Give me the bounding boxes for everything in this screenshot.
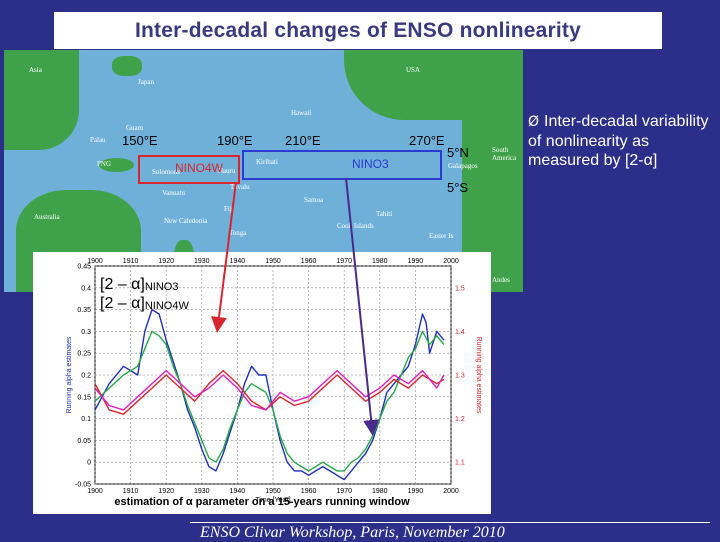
chart-caption: estimation of α parameter on a 15-years … bbox=[114, 496, 410, 508]
map-label: Easter Is bbox=[429, 232, 454, 240]
page-title: Inter-decadal changes of ENSO nonlineari… bbox=[135, 19, 581, 42]
map-label: South America bbox=[492, 146, 517, 162]
x-tick-label: 1990 bbox=[408, 488, 424, 495]
map-label: Asia bbox=[29, 66, 42, 74]
y-left-tick-label: 0.35 bbox=[77, 307, 91, 314]
map-label: Kiribati bbox=[256, 158, 278, 166]
alpha-timeseries-chart: 1900 1900 1910 1910 1920 1920 1930 1930 1940 1940… bbox=[33, 252, 491, 514]
x-tick-label-top: 1980 bbox=[372, 258, 388, 265]
y-left-tick-label: -0.05 bbox=[75, 482, 91, 489]
bullet-point: Ø Inter-decadal variability of nonlineari… bbox=[528, 112, 718, 170]
map-label: Palau bbox=[90, 136, 106, 144]
map-label: Tonga bbox=[229, 229, 247, 237]
y-left-tick-label: 0.15 bbox=[77, 394, 91, 401]
footer-text: ENSO Clivar Workshop, Paris, November 20… bbox=[200, 524, 505, 541]
map-label: Tahiti bbox=[376, 210, 393, 218]
america-landmass bbox=[344, 50, 523, 120]
y-right-tick-label: 1.1 bbox=[455, 460, 465, 467]
longitude-label-270e: 270°E bbox=[409, 133, 445, 148]
map-label: Vanuatu bbox=[162, 189, 185, 197]
footer-rule bbox=[190, 522, 710, 523]
x-tick-label-top: 1970 bbox=[336, 258, 352, 265]
asia-landmass bbox=[4, 50, 79, 150]
y-left-tick-label: 0.25 bbox=[77, 351, 91, 358]
y-right-tick-label: 1.5 bbox=[455, 285, 465, 292]
x-tick-label: 1940 bbox=[230, 488, 246, 495]
map-label: Fiji bbox=[224, 205, 234, 213]
series-line-blue bbox=[94, 308, 445, 481]
x-tick-label-top: 1940 bbox=[230, 258, 246, 265]
bullet-text: Inter-decadal variability of nonlinearit… bbox=[528, 113, 709, 169]
map-label: Andes bbox=[492, 276, 510, 284]
nino3-region-box bbox=[242, 150, 442, 180]
x-tick-label-top: 1900 bbox=[87, 258, 103, 265]
x-tick-label: 1930 bbox=[194, 488, 210, 495]
legend-nino4w-sub: NINO4W bbox=[144, 300, 189, 312]
x-tick-label: 1920 bbox=[158, 488, 174, 495]
y-left-tick-label: 0 bbox=[87, 460, 91, 467]
title-banner: Inter-decadal changes of ENSO nonlineari… bbox=[54, 12, 662, 49]
x-tick-label-top: 2000 bbox=[443, 258, 459, 265]
y-left-tick-label: 0.05 bbox=[77, 438, 91, 445]
y-right-axis-label: Running alpha estimates bbox=[475, 336, 482, 414]
y-left-tick-label: 0.1 bbox=[81, 416, 91, 423]
map-label: Japan bbox=[138, 78, 154, 86]
alpha-chart-svg: 1900 1900 1910 1910 1920 1920 1930 1930 1940 1940… bbox=[66, 258, 482, 504]
latitude-label-5n: 5°N bbox=[447, 145, 469, 160]
legend-nino3-sub: NINO3 bbox=[144, 281, 179, 293]
y-left-tick-label: 0.45 bbox=[77, 264, 91, 271]
nino3-region-label: NINO3 bbox=[352, 157, 389, 171]
x-tick-label-top: 1920 bbox=[158, 258, 174, 265]
map-label: Galapagos bbox=[448, 162, 478, 170]
y-right-tick-label: 1.4 bbox=[455, 329, 465, 336]
nino4w-region-label: NINO4W bbox=[175, 161, 223, 175]
x-tick-label: 1910 bbox=[123, 488, 139, 495]
map-label: Hawaii bbox=[291, 109, 312, 117]
series-line-magenta bbox=[94, 369, 445, 411]
map-label: New Caledonia bbox=[164, 217, 208, 225]
map-label: Samoa bbox=[304, 196, 324, 204]
y-left-tick-label: 0.4 bbox=[81, 285, 91, 292]
x-tick-label: 1970 bbox=[336, 488, 352, 495]
x-tick-label: 2000 bbox=[443, 488, 459, 495]
arrow-bullet-icon: Ø bbox=[528, 114, 540, 130]
map-label: PNG bbox=[97, 160, 112, 168]
x-tick-label-top: 1990 bbox=[408, 258, 424, 265]
x-tick-label: 1900 bbox=[87, 488, 103, 495]
x-tick-label-top: 1950 bbox=[265, 258, 281, 265]
series-line-red bbox=[94, 369, 445, 415]
series-line-green bbox=[94, 330, 445, 472]
y-left-tick-label: 0.2 bbox=[81, 373, 91, 380]
x-tick-label: 1980 bbox=[372, 488, 388, 495]
map-label: Australia bbox=[34, 213, 60, 221]
legend-nino3: [2 – α]NINO3 bbox=[100, 276, 178, 294]
map-label: USA bbox=[406, 66, 421, 74]
map-label: Guam bbox=[126, 124, 144, 132]
pacific-map: Asia Japan USA Hawaii Guam Palau PNG Sol… bbox=[4, 50, 523, 292]
y-right-tick-label: 1.3 bbox=[455, 373, 465, 380]
latitude-label-5s: 5°S bbox=[447, 180, 469, 195]
map-label: Tuvalu bbox=[230, 183, 250, 191]
png-landmass bbox=[99, 158, 134, 172]
x-tick-label-top: 1930 bbox=[194, 258, 210, 265]
x-axis-label: Time [Year] bbox=[255, 497, 290, 504]
longitude-label-190e: 190°E bbox=[217, 133, 253, 148]
map-label: Nauru bbox=[218, 167, 236, 175]
y-right-tick-label: 1.2 bbox=[455, 416, 465, 423]
map-label: Cook Islands bbox=[337, 222, 374, 230]
map-label: Solomons bbox=[152, 168, 181, 176]
legend-nino4w-main: [2 – α] bbox=[100, 295, 145, 312]
x-tick-label: 1960 bbox=[301, 488, 317, 495]
y-left-tick-label: 0.3 bbox=[81, 329, 91, 336]
longitude-label-150e: 150°E bbox=[122, 133, 158, 148]
x-tick-label: 1950 bbox=[265, 488, 281, 495]
legend-nino3-main: [2 – α] bbox=[100, 276, 145, 293]
nino4w-region-box bbox=[138, 155, 240, 184]
japan-landmass bbox=[112, 56, 142, 76]
x-tick-label-top: 1910 bbox=[123, 258, 139, 265]
longitude-label-210e: 210°E bbox=[285, 133, 321, 148]
x-tick-label-top: 1960 bbox=[301, 258, 317, 265]
legend-nino4w: [2 – α]NINO4W bbox=[100, 295, 189, 313]
y-left-axis-label: Running alpha estimates bbox=[66, 336, 73, 414]
